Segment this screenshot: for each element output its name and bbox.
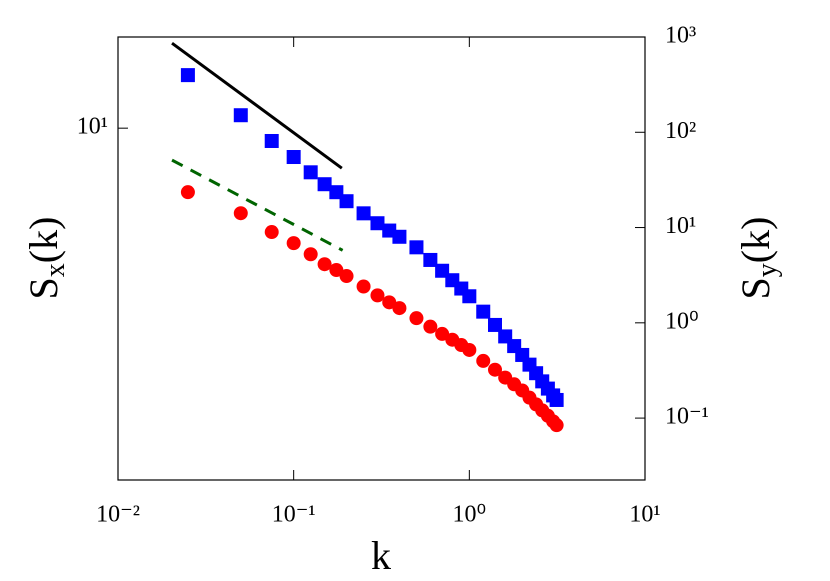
circle-marker: [549, 418, 564, 433]
x-tick-label: 10⁻¹: [272, 502, 316, 528]
y-axis-label: Sx(k): [21, 217, 71, 300]
y2-tick-label: 10³: [665, 23, 696, 49]
square-marker: [303, 165, 318, 180]
plot-frame: [117, 36, 646, 481]
circle-marker: [264, 225, 279, 240]
y2-tick-label: 10¹: [665, 213, 696, 239]
circle-marker: [488, 362, 503, 377]
square-marker: [339, 194, 354, 209]
circle-marker: [382, 295, 397, 310]
y2-tick-label: 10²: [665, 118, 696, 144]
circle-marker: [476, 353, 491, 368]
circle-marker: [339, 269, 354, 284]
circle-marker: [435, 326, 450, 341]
square-marker: [286, 150, 301, 165]
circle-marker: [317, 257, 332, 272]
square-marker: [409, 240, 424, 255]
y2-axis-label: Sy(k): [733, 217, 783, 300]
circle-marker: [356, 279, 371, 294]
circle-marker: [233, 206, 248, 221]
x-tick-label: 10⁰: [453, 502, 487, 528]
circle-marker: [462, 342, 477, 357]
x-axis-label: k: [371, 533, 391, 578]
x-tick-label: 10⁻²: [96, 502, 140, 528]
reference-line: [171, 158, 344, 252]
circle-marker: [180, 185, 195, 200]
y2-tick-label: 10⁰: [665, 308, 699, 334]
square-marker: [356, 206, 371, 221]
reference-line: [171, 41, 343, 170]
circle-marker: [303, 247, 318, 262]
circle-marker: [329, 263, 344, 278]
square-marker: [488, 317, 503, 332]
square-marker: [370, 216, 385, 231]
y2-tick-label: 10⁻¹: [665, 404, 709, 430]
square-marker: [264, 133, 279, 148]
circle-marker: [423, 319, 438, 334]
x-tick-label: 10¹: [629, 502, 660, 528]
square-marker: [549, 392, 564, 407]
square-marker: [180, 68, 195, 83]
square-marker: [233, 108, 248, 123]
y-tick-label: 10¹: [77, 114, 108, 140]
square-marker: [392, 229, 407, 244]
square-marker: [462, 289, 477, 304]
circle-marker: [392, 301, 407, 316]
square-marker: [423, 252, 438, 267]
square-marker: [476, 304, 491, 319]
square-marker: [317, 177, 332, 192]
circle-marker: [370, 288, 385, 303]
circle-marker: [286, 236, 301, 251]
circle-marker: [409, 311, 424, 326]
